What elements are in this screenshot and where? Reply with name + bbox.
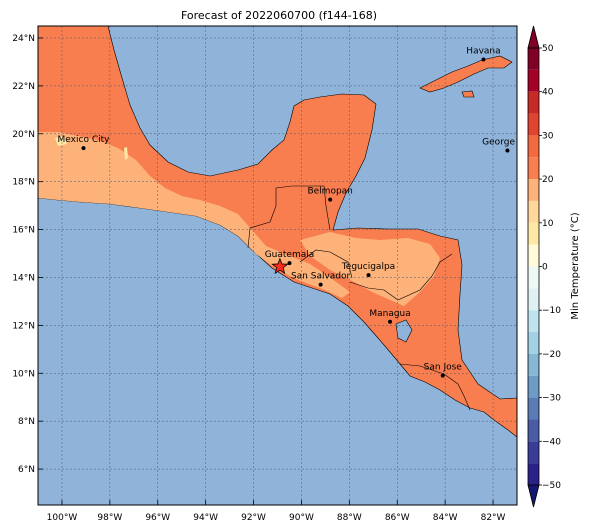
lon-tick-label: 94°W — [193, 513, 218, 523]
warm-zone-central — [300, 232, 440, 306]
colorbar-band — [528, 288, 539, 311]
lat-tick-label: 6°N — [18, 465, 35, 475]
colorbar-band — [528, 222, 539, 245]
border-nicaragua-costarica — [399, 363, 459, 385]
city-label: Tegucigalpa — [341, 262, 395, 272]
lon-tick-label: 90°W — [289, 513, 314, 523]
cool-spot-mexico — [55, 136, 67, 146]
lat-tick-label: 20°N — [12, 130, 35, 140]
city-dot — [287, 261, 292, 266]
land-isla-juventud — [461, 90, 475, 98]
city-label: Belmopan — [307, 187, 352, 197]
city-label: George Tov — [482, 138, 533, 148]
lon-tick-label: 92°W — [241, 513, 266, 523]
lat-tick-label: 8°N — [18, 417, 35, 427]
city-dot — [81, 146, 86, 151]
colorbar-band — [528, 113, 539, 136]
colorbar-tick-label: −10 — [542, 306, 561, 316]
city-label: Mexico City — [58, 135, 111, 145]
cool-spot-central — [124, 147, 128, 160]
lon-tick-label: 96°W — [145, 513, 170, 523]
colorbar-tick-label: 50 — [542, 44, 554, 54]
land-cuba — [419, 55, 513, 93]
colorbar-band — [528, 91, 539, 114]
lat-tick-label: 18°N — [12, 178, 35, 188]
warm-zone-mexico — [38, 132, 350, 298]
colorbar-band — [528, 179, 539, 201]
colorbar-band — [528, 69, 539, 92]
city-dot — [481, 57, 486, 62]
colorbar-band — [528, 48, 539, 70]
colorbar-band — [528, 266, 539, 289]
lon-tick-label: 82°W — [481, 513, 506, 523]
colorbar-tick-label: −50 — [542, 481, 561, 491]
border-mexico-guatemala — [247, 185, 331, 249]
city-dot — [505, 148, 510, 153]
map-panel: Mexico City Havana George Tov Belmopan Guate… — [38, 26, 533, 505]
border-honduras-nicaragua — [349, 253, 453, 301]
lat-tick-label: 14°N — [12, 273, 35, 283]
colorbar-tick-label: 30 — [542, 131, 554, 141]
colorbar-band — [528, 135, 539, 158]
lon-tick-label: 98°W — [97, 513, 122, 523]
colorbar-band — [528, 463, 539, 485]
colorbar-tick-label: 20 — [542, 175, 554, 185]
city-label: Managua — [369, 309, 410, 319]
country-borders — [247, 185, 471, 411]
colorbar-extend-bottom — [527, 484, 540, 508]
colorbar-band — [528, 375, 539, 398]
city-dot — [318, 282, 323, 287]
colorbar-tick-label: −20 — [542, 350, 561, 360]
colorbar-tick-label: 40 — [542, 88, 554, 98]
colorbar-tick-label: 0 — [542, 263, 548, 273]
city-dot — [440, 373, 445, 378]
city-label: San Jose — [424, 363, 463, 373]
lon-tick-label: 100°W — [47, 513, 78, 523]
colorbar-band — [528, 310, 539, 333]
lat-tick-label: 22°N — [12, 82, 35, 92]
colorbar-band — [528, 441, 539, 464]
colorbar-label: Min Temperature (°C) — [570, 212, 581, 319]
city-dot — [366, 273, 371, 278]
map-axes: 100°W 98°W 96°W 94°W 92°W 90°W 88°W 86°W 84°W 82°… — [12, 34, 505, 523]
lat-tick-label: 24°N — [12, 34, 35, 44]
colorbar-band — [528, 332, 539, 354]
lon-tick-label: 84°W — [433, 513, 458, 523]
city-label: Guatemala — [265, 250, 315, 260]
location-star-marker — [271, 257, 289, 275]
colorbar-band — [528, 244, 539, 267]
colorbar-band — [528, 200, 539, 223]
colorbar-band — [528, 353, 539, 376]
lat-tick-label: 10°N — [12, 369, 35, 379]
map-frame — [37, 25, 518, 506]
figure-title: Forecast of 2022060700 (f144-168) — [181, 9, 377, 22]
lon-tick-label: 88°W — [337, 513, 362, 523]
lon-tick-label: 86°W — [385, 513, 410, 523]
colorbar: 50 40 30 20 10 0 −10 −20 −30 −40 −50 — [527, 25, 561, 508]
colorbar-band — [528, 397, 539, 420]
colorbar-tick-label: −30 — [542, 394, 561, 404]
lat-tick-label: 16°N — [12, 226, 35, 236]
colorbar-extend-top — [527, 25, 540, 49]
colorbar-band — [528, 157, 539, 180]
city-markers: Mexico City Havana George Tov Belmopan Guate… — [58, 47, 533, 378]
city-dot — [388, 319, 393, 324]
colorbar-tick-label: −40 — [542, 437, 561, 447]
colorbar-tick-label: 10 — [542, 219, 554, 229]
city-label: Havana — [466, 47, 500, 57]
lat-tick-label: 12°N — [12, 321, 35, 331]
colorbar-band — [528, 419, 539, 442]
city-dot — [328, 197, 333, 202]
border-costarica-panama — [457, 383, 471, 411]
city-label: San Salvador — [291, 272, 351, 282]
